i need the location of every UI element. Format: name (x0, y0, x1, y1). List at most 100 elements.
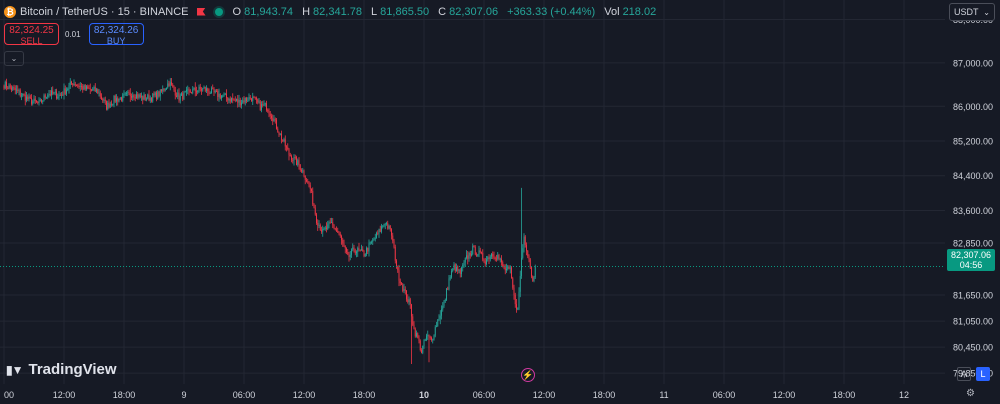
candle-body (381, 226, 382, 232)
candle-body (303, 170, 305, 177)
candle-body (316, 214, 317, 223)
tradingview-logo[interactable]: ▮▼ TradingView (6, 361, 117, 378)
candle-body (32, 101, 34, 104)
symbol-title[interactable]: Bitcoin / TetherUS · 15 · BINANCE (20, 6, 189, 18)
candle-body (391, 229, 392, 236)
candle-body (238, 100, 240, 103)
buy-button[interactable]: 82,324.26 BUY (88, 23, 144, 46)
candle-body (232, 98, 234, 100)
candle-body (379, 229, 381, 232)
candle-body (101, 96, 102, 99)
candle-body (336, 229, 337, 231)
time-axis[interactable]: 00 12:00 18:00 9 06:00 12:00 18:00 10 06:00 12:00… (0, 384, 945, 404)
candle-body (106, 101, 107, 110)
candle-body (432, 339, 434, 341)
candle-body (291, 156, 292, 161)
candle-body (184, 91, 186, 93)
candle-body (234, 99, 236, 101)
candle-body (281, 133, 282, 140)
candle-body (414, 328, 416, 337)
candle-body (293, 157, 295, 161)
candle-body (358, 248, 360, 251)
flag-icon[interactable] (197, 8, 207, 17)
tradingview-logo-icon: ▮▼ (6, 362, 24, 377)
candle-body (66, 89, 67, 94)
price-axis[interactable]: 88,000.0087,000.0086,000.0085,200.0084,4… (945, 0, 1000, 404)
candle-body (257, 99, 259, 103)
candle-body (203, 87, 205, 89)
candle-body (369, 242, 371, 244)
currency-select[interactable]: USDT ⌄ (949, 3, 995, 21)
trade-panel: 82,324.25 SELL 0.01 82,324.26 BUY (4, 23, 144, 46)
candle-body (321, 230, 322, 232)
lightning-icon[interactable]: ⚡ (521, 368, 535, 382)
collapse-legend-button[interactable]: ⌄ (4, 51, 24, 66)
candle-body (448, 278, 450, 290)
candle-body (283, 139, 285, 141)
change-value: +363.33 (+0.44%) (507, 6, 596, 18)
candle-body (198, 86, 200, 91)
candle-body (126, 92, 127, 94)
order-quantity[interactable]: 0.01 (65, 29, 81, 39)
candle-body (91, 89, 92, 91)
candle-body (218, 93, 220, 97)
candle-body (309, 185, 311, 189)
candle-body (342, 239, 344, 244)
candle-body (79, 86, 81, 88)
candle-body (387, 223, 389, 229)
price-tick-label: 80,450.00 (953, 343, 993, 353)
candle-body (457, 266, 459, 271)
candle-body (529, 259, 531, 268)
candle-body (146, 98, 147, 100)
candle-body (356, 251, 357, 254)
candle-body (128, 92, 130, 94)
candle-body (53, 92, 55, 94)
buy-label: BUY (106, 36, 126, 46)
auto-scale-button[interactable]: A (957, 367, 971, 381)
candle-body (314, 207, 316, 215)
candle-body (493, 256, 495, 259)
candle-body (227, 97, 229, 101)
log-scale-button[interactable]: L (976, 367, 990, 381)
time-tick-label: 18:00 (353, 390, 376, 400)
time-axis-bg (0, 384, 945, 404)
candle-body (224, 93, 226, 95)
candle-body (367, 247, 369, 252)
price-tick-label: 83,600.00 (953, 206, 993, 216)
candle-body (431, 337, 432, 340)
candle-body (412, 316, 414, 325)
candle-body (208, 91, 210, 94)
candle-body (24, 94, 26, 101)
time-tick-label: 12:00 (773, 390, 796, 400)
candle-body (267, 109, 269, 112)
candle-body (44, 95, 46, 98)
candle-body (371, 241, 372, 243)
candle-body (114, 95, 116, 102)
candle-body (83, 85, 85, 90)
sell-button[interactable]: 82,324.25 SELL (4, 23, 59, 46)
high-label: H (302, 6, 311, 18)
candle-body (319, 225, 321, 231)
candle-body (263, 104, 265, 106)
candle-body (463, 262, 465, 266)
candle-body (479, 250, 481, 253)
candle-body (484, 261, 486, 265)
candle-body (277, 128, 279, 133)
candle-body (88, 88, 90, 90)
gear-icon[interactable]: ⚙ (966, 388, 975, 399)
candle-body (54, 91, 56, 93)
candle-body (249, 97, 251, 99)
candle-body (333, 224, 335, 229)
candle-body (81, 86, 82, 87)
market-open-icon (214, 8, 223, 16)
candle-body (124, 93, 126, 95)
candle-body (514, 294, 516, 305)
price-tick-label: 87,000.00 (953, 58, 993, 68)
candle-body (178, 92, 180, 101)
candle-body (349, 254, 351, 257)
candle-body (168, 83, 170, 86)
candle-body (393, 240, 395, 247)
candle-body (7, 87, 9, 89)
candle-body (153, 93, 155, 96)
